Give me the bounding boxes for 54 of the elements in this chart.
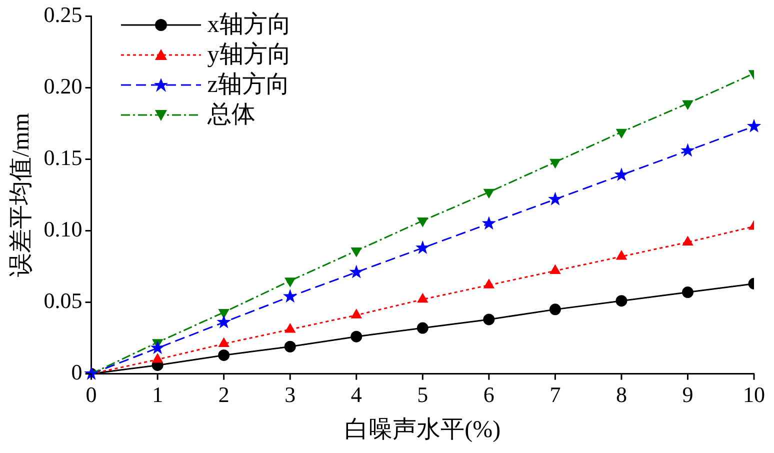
x-tick-label: 5: [417, 382, 428, 407]
point: [218, 338, 229, 348]
y-tick-label: 0.25: [44, 2, 82, 27]
x-tick-label: 6: [483, 382, 494, 407]
point: [150, 340, 165, 354]
point: [550, 265, 560, 274]
legend-label: y轴方向: [207, 40, 292, 70]
point: [285, 324, 296, 333]
x-tick-label: 8: [616, 382, 627, 407]
point: [682, 100, 693, 110]
y-tick-label: 0.05: [44, 288, 82, 314]
point: [550, 158, 560, 168]
point: [484, 279, 494, 288]
y-tick-label: 0: [71, 360, 82, 385]
point: [616, 250, 627, 260]
point: [614, 167, 629, 182]
x-tick-label: 4: [350, 382, 362, 407]
point: [483, 314, 495, 326]
point: [418, 217, 428, 226]
x-tick-label: 1: [152, 382, 164, 407]
x-tick-label: 2: [218, 382, 230, 407]
point: [218, 349, 230, 361]
point: [682, 286, 694, 298]
point: [548, 192, 562, 206]
point: [746, 118, 762, 132]
point: [418, 294, 428, 303]
x-tick-label: 7: [550, 382, 561, 407]
point: [282, 289, 298, 303]
x-tick-label: 10: [743, 382, 765, 407]
x-tick-label: 9: [682, 382, 694, 407]
point: [416, 322, 428, 334]
point: [484, 188, 494, 198]
x-tick-label: 3: [284, 382, 296, 407]
y-tick-label: 0.20: [44, 74, 82, 98]
point: [351, 309, 362, 318]
legend-label: z轴方向: [207, 70, 290, 100]
x-axis-title: 白噪声水平(%): [344, 416, 501, 443]
point: [549, 304, 561, 316]
y-tick-label: 0.15: [44, 145, 82, 170]
y-axis-title: 误差平均值/mm: [8, 112, 35, 278]
point: [216, 314, 231, 328]
point: [284, 340, 296, 352]
y-tick-label: 0.10: [44, 216, 82, 242]
point: [416, 240, 430, 254]
point: [152, 354, 163, 363]
point: [350, 330, 362, 342]
legend-label: x轴方向: [207, 10, 292, 40]
point: [482, 216, 496, 230]
point: [682, 236, 693, 246]
legend-label: 总体: [207, 101, 256, 130]
point: [616, 295, 628, 307]
point: [616, 128, 627, 138]
point: [680, 143, 695, 157]
point: [349, 264, 364, 278]
